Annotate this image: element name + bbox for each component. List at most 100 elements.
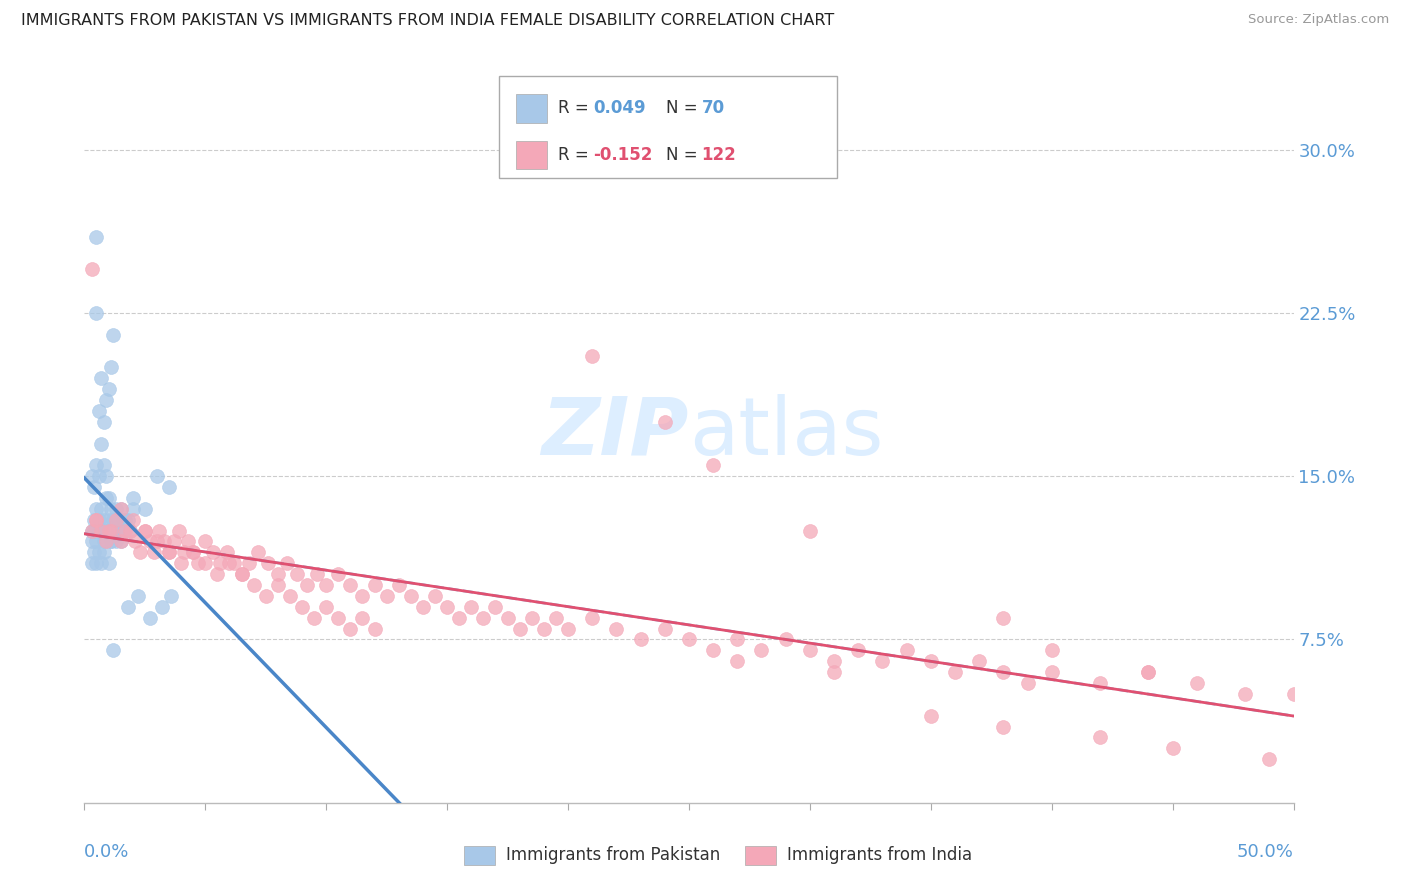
Text: 70: 70 bbox=[702, 99, 724, 118]
Point bbox=[943, 665, 966, 680]
Point bbox=[1258, 752, 1281, 766]
Point bbox=[138, 611, 160, 625]
Point bbox=[83, 545, 105, 559]
Point bbox=[291, 599, 314, 614]
Point bbox=[436, 599, 458, 614]
Text: 50.0%: 50.0% bbox=[1237, 843, 1294, 861]
Point bbox=[97, 382, 120, 396]
Point bbox=[399, 589, 422, 603]
Point bbox=[148, 524, 170, 538]
Point bbox=[103, 643, 125, 657]
Point bbox=[143, 545, 166, 559]
Point bbox=[120, 524, 142, 538]
Point bbox=[295, 578, 318, 592]
Point bbox=[194, 556, 217, 570]
Point bbox=[799, 524, 821, 538]
Point bbox=[112, 524, 135, 538]
Point bbox=[544, 611, 567, 625]
Text: -0.152: -0.152 bbox=[593, 146, 652, 164]
Text: N =: N = bbox=[666, 146, 703, 164]
Text: R =: R = bbox=[558, 146, 595, 164]
Text: atlas: atlas bbox=[689, 393, 883, 472]
Point bbox=[83, 480, 105, 494]
Point bbox=[460, 599, 482, 614]
Point bbox=[1161, 741, 1184, 756]
Point bbox=[181, 545, 204, 559]
Point bbox=[449, 611, 471, 625]
Point bbox=[104, 534, 127, 549]
Point bbox=[254, 589, 277, 603]
Point bbox=[484, 599, 506, 614]
Point bbox=[257, 556, 280, 570]
Point bbox=[472, 611, 495, 625]
Text: ZIP: ZIP bbox=[541, 393, 689, 472]
Point bbox=[107, 524, 129, 538]
Point bbox=[153, 534, 176, 549]
Point bbox=[97, 556, 120, 570]
Point bbox=[121, 513, 143, 527]
Point bbox=[110, 501, 132, 516]
Point bbox=[1137, 665, 1160, 680]
Point bbox=[114, 513, 136, 527]
Point bbox=[181, 545, 204, 559]
Point bbox=[423, 589, 446, 603]
Point bbox=[86, 513, 108, 527]
Point bbox=[412, 599, 434, 614]
Point bbox=[110, 501, 132, 516]
Point bbox=[775, 632, 797, 647]
Point bbox=[124, 534, 146, 549]
Point bbox=[100, 501, 122, 516]
Point bbox=[121, 501, 143, 516]
Point bbox=[103, 524, 125, 538]
Point bbox=[557, 622, 579, 636]
Point bbox=[375, 589, 398, 603]
Point bbox=[80, 556, 103, 570]
Point bbox=[87, 524, 110, 538]
Point bbox=[218, 556, 240, 570]
Point bbox=[1088, 676, 1111, 690]
Point bbox=[201, 545, 224, 559]
Point bbox=[112, 513, 135, 527]
Point bbox=[187, 556, 209, 570]
Point bbox=[920, 708, 942, 723]
Point bbox=[100, 524, 122, 538]
Point bbox=[630, 632, 652, 647]
Point bbox=[117, 513, 139, 527]
Point bbox=[315, 599, 337, 614]
Point bbox=[328, 611, 350, 625]
Point bbox=[87, 469, 110, 483]
Point bbox=[120, 524, 142, 538]
Point bbox=[302, 611, 325, 625]
Point bbox=[278, 589, 301, 603]
Text: N =: N = bbox=[666, 99, 703, 118]
Point bbox=[194, 534, 217, 549]
Text: Immigrants from Pakistan: Immigrants from Pakistan bbox=[506, 847, 720, 864]
Point bbox=[90, 524, 112, 538]
Point bbox=[267, 567, 290, 582]
Point bbox=[605, 622, 627, 636]
Point bbox=[1185, 676, 1208, 690]
Point bbox=[224, 556, 246, 570]
Point bbox=[352, 611, 374, 625]
Point bbox=[110, 534, 132, 549]
Point bbox=[104, 513, 127, 527]
Point bbox=[967, 654, 990, 668]
Point bbox=[276, 556, 298, 570]
Text: Immigrants from India: Immigrants from India bbox=[787, 847, 973, 864]
Point bbox=[90, 524, 112, 538]
Point bbox=[134, 501, 156, 516]
Point bbox=[157, 480, 180, 494]
Point bbox=[1137, 665, 1160, 680]
Point bbox=[496, 611, 519, 625]
Text: 122: 122 bbox=[702, 146, 737, 164]
Point bbox=[87, 545, 110, 559]
Point bbox=[207, 567, 229, 582]
Point bbox=[285, 567, 308, 582]
Point bbox=[94, 392, 117, 407]
Point bbox=[157, 545, 180, 559]
Point bbox=[114, 524, 136, 538]
Point bbox=[678, 632, 700, 647]
Point bbox=[215, 545, 238, 559]
Point bbox=[1017, 676, 1039, 690]
Point bbox=[267, 578, 290, 592]
